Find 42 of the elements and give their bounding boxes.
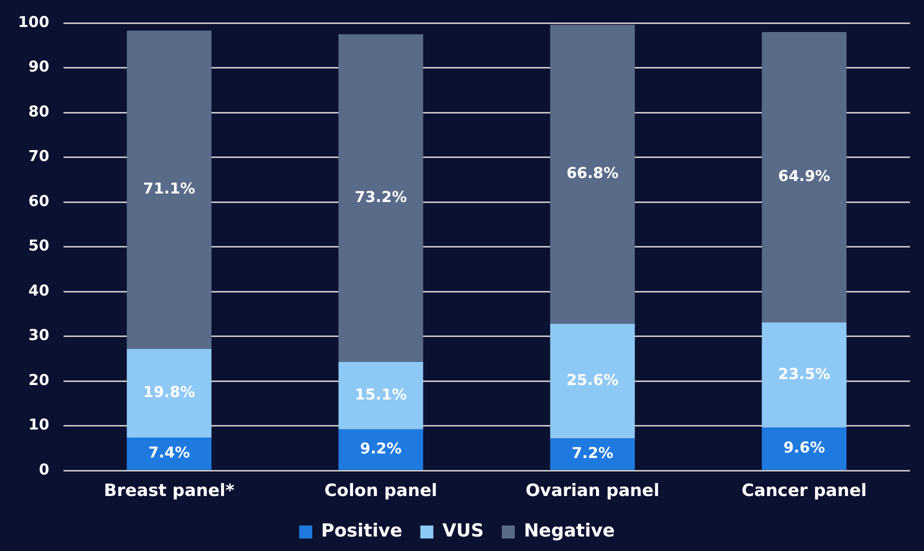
data-label: 7.4% — [148, 444, 190, 462]
bar — [762, 32, 846, 322]
x-tick-label: Ovarian panel — [526, 481, 660, 502]
bar — [126, 30, 212, 349]
data-label: 7.2% — [572, 444, 614, 462]
y-tick-label: 40 — [28, 281, 50, 300]
y-tick-label: 100 — [18, 12, 50, 31]
y-tick-label: 90 — [28, 58, 50, 76]
legend-label: VUS — [442, 520, 484, 542]
y-tick-label: 0 — [38, 460, 50, 478]
data-label: 15.1% — [354, 386, 407, 404]
data-label: 25.6% — [566, 370, 619, 389]
data-label: 66.8% — [566, 164, 619, 182]
bar — [762, 322, 846, 428]
bar — [126, 348, 212, 438]
y-tick-label: 80 — [28, 102, 50, 120]
x-tick-label: Breast panel* — [104, 481, 235, 502]
data-label: 73.2% — [354, 188, 407, 206]
bar — [550, 24, 635, 324]
y-tick-label: 50 — [28, 236, 50, 255]
y-tick-label: 20 — [28, 370, 50, 389]
data-label: 19.8% — [143, 383, 196, 402]
bar — [338, 34, 424, 362]
x-tick-label: Colon panel — [324, 481, 438, 502]
data-label: 71.1% — [143, 180, 196, 198]
data-label: 64.9% — [778, 167, 830, 186]
bar — [550, 324, 635, 438]
legend-label: Negative — [524, 520, 615, 542]
data-label: 9.6% — [783, 438, 825, 457]
y-tick-label: 70 — [28, 147, 50, 166]
y-tick-label: 30 — [28, 326, 50, 344]
legend-label: Positive — [321, 520, 402, 542]
data-label: 23.5% — [778, 364, 830, 383]
bar — [338, 429, 424, 470]
bar — [126, 437, 212, 470]
bar — [762, 428, 846, 470]
bar — [550, 438, 635, 470]
y-tick-label: 10 — [28, 416, 50, 434]
y-tick-label: 60 — [28, 192, 50, 210]
data-label: 9.2% — [360, 440, 402, 458]
bar — [338, 362, 424, 430]
x-tick-label: Cancer panel — [742, 481, 867, 502]
